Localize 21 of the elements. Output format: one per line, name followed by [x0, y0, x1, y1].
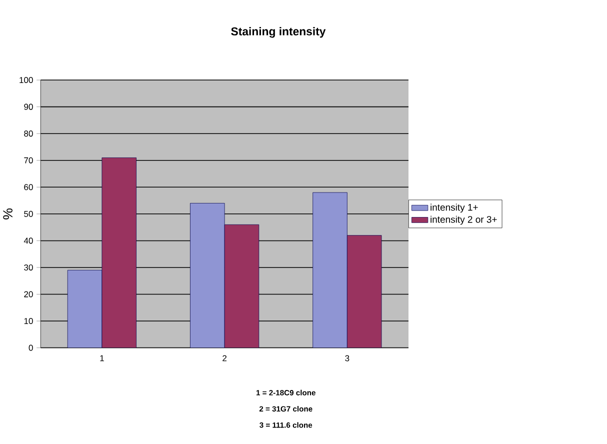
legend-label: intensity 1+	[430, 204, 478, 213]
x-tick-label: 3	[345, 355, 350, 362]
bar	[67, 270, 102, 348]
bar	[312, 192, 348, 348]
bar	[190, 203, 225, 348]
y-tick-label: 100	[20, 76, 33, 84]
y-tick-label: 90	[24, 104, 33, 110]
y-tick-label: 60	[24, 184, 33, 190]
y-axis-title: %	[3, 208, 12, 220]
y-tick-label: 30	[24, 264, 33, 270]
legend-label: intensity 2 or 3+	[430, 216, 497, 225]
x-tick-label: 2	[222, 355, 227, 362]
chart-title: Staining intensity	[231, 27, 326, 38]
x-tick-label: 1	[100, 355, 104, 362]
y-tick-label: 80	[24, 130, 33, 137]
y-tick-label: 70	[24, 157, 33, 164]
y-tick-label: 40	[24, 238, 33, 244]
y-tick-label: 10	[24, 318, 33, 324]
y-tick-label: 20	[24, 291, 33, 298]
y-tick-label: 0	[28, 344, 33, 351]
y-tick-label: 50	[24, 210, 33, 217]
